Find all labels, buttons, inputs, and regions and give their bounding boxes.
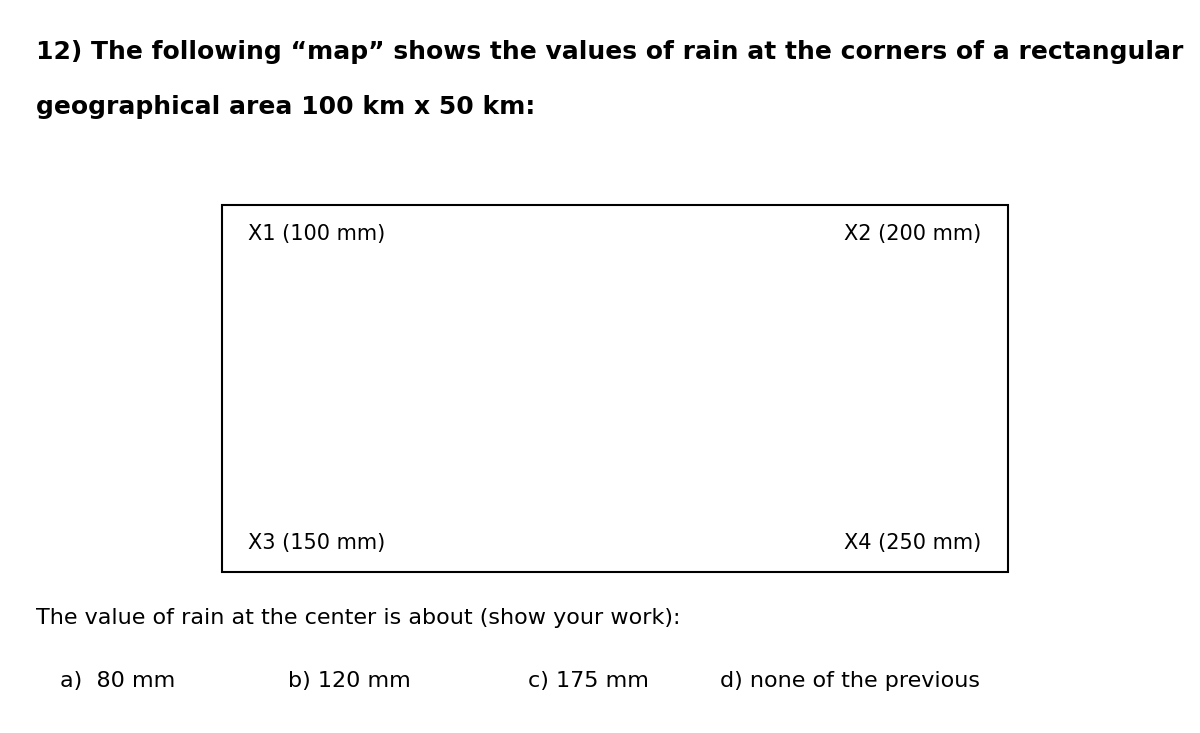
Text: X4 (250 mm): X4 (250 mm) bbox=[845, 534, 982, 553]
Text: b) 120 mm: b) 120 mm bbox=[288, 671, 410, 690]
Text: a)  80 mm: a) 80 mm bbox=[60, 671, 175, 690]
Text: X3 (150 mm): X3 (150 mm) bbox=[248, 534, 385, 553]
Bar bbox=[222, 205, 1008, 572]
Text: X1 (100 mm): X1 (100 mm) bbox=[248, 224, 385, 243]
Text: geographical area 100 km x 50 km:: geographical area 100 km x 50 km: bbox=[36, 95, 535, 119]
Text: d) none of the previous: d) none of the previous bbox=[720, 671, 980, 690]
Text: c) 175 mm: c) 175 mm bbox=[528, 671, 649, 690]
Text: The value of rain at the center is about (show your work):: The value of rain at the center is about… bbox=[36, 608, 680, 628]
Text: X2 (200 mm): X2 (200 mm) bbox=[845, 224, 982, 243]
Text: 12) The following “map” shows the values of rain at the corners of a rectangular: 12) The following “map” shows the values… bbox=[36, 40, 1183, 65]
